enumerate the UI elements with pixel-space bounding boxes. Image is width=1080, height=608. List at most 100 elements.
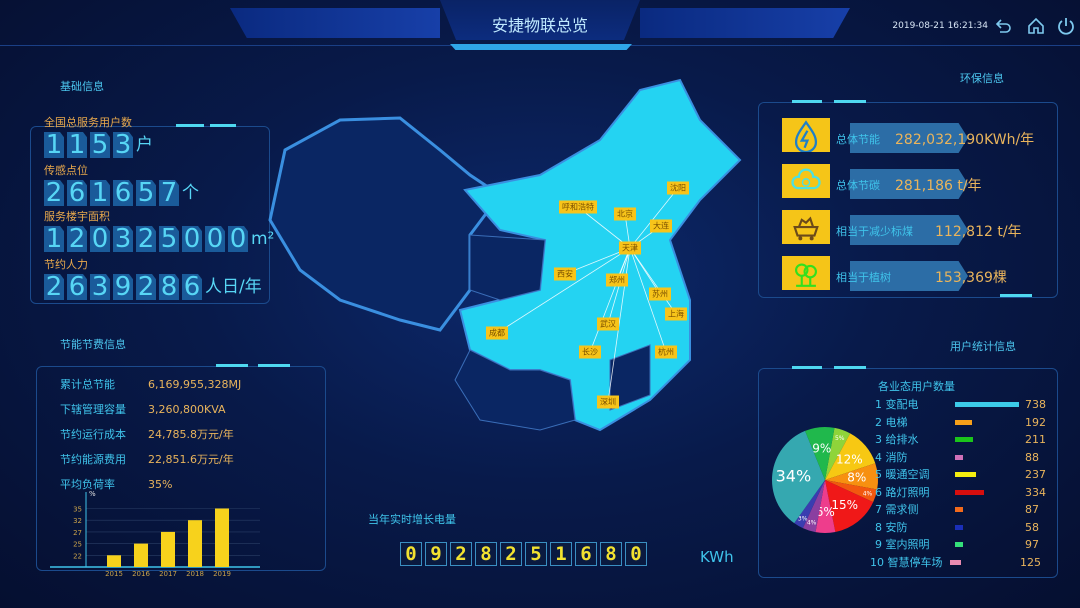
- bar-2017: [161, 531, 175, 567]
- pie-slice-label: 8%: [847, 471, 866, 485]
- map-region-dark-south: [454, 349, 576, 431]
- legend-bar: [955, 419, 972, 425]
- bar-2016: [134, 543, 148, 567]
- pie-slice: [802, 480, 825, 533]
- legend-label: 8 安防: [875, 520, 908, 534]
- digit-tile: 7: [159, 178, 179, 208]
- energy-row-label: 累计总节能: [60, 378, 115, 391]
- legend-bar: [955, 454, 963, 460]
- pie-slice-label: 3%: [798, 516, 808, 523]
- power-icon[interactable]: [1056, 16, 1076, 36]
- env-value-bar: [850, 215, 968, 245]
- x-tick-label: 2017: [159, 570, 177, 578]
- digit-tile: 0: [205, 224, 225, 254]
- pie-slice: [772, 430, 825, 524]
- legend-item: 3 给排水 211: [875, 433, 1055, 447]
- energy-row-value: 24,785.8万元/年: [148, 428, 234, 441]
- legend-label: 1 变配电: [875, 398, 919, 411]
- user-stats-title: 用户统计信息: [950, 340, 1016, 353]
- pie-slice: [825, 480, 878, 503]
- basic-item-unit: m²: [251, 229, 275, 249]
- pie-slice: [825, 427, 851, 480]
- env-info-frame: [758, 102, 1058, 298]
- energy-info-title: 节能节费信息: [60, 338, 126, 351]
- digit-tile: 2: [44, 272, 64, 302]
- user-stats-frame: [758, 368, 1058, 578]
- digit-tile: 3: [90, 272, 110, 302]
- pie-slice-label: 12%: [836, 453, 863, 467]
- city-label[interactable]: 沈阳: [667, 181, 689, 195]
- map-region-dark-east: [609, 344, 651, 411]
- city-label[interactable]: 成都: [486, 326, 508, 340]
- user-type-pie-chart: 5%12%8%4%15%6%4%3%34%9%: [772, 427, 878, 533]
- legend-bar: [955, 542, 964, 547]
- legend-item: 1 变配电 738: [875, 398, 1055, 412]
- y-tick-label: 32: [73, 517, 82, 525]
- env-icon-box: [782, 256, 830, 290]
- energy-row-value: 22,851.6万元/年: [148, 453, 234, 466]
- legend-item: 6 路灯照明 334: [875, 486, 1055, 500]
- legend-item: 9 室内照明 97: [875, 538, 1055, 552]
- digit-tile: 3: [113, 224, 133, 254]
- digit-tile: 6: [67, 272, 87, 302]
- legend-label: 9 室内照明: [875, 538, 930, 551]
- x-tick-label: 2019: [213, 570, 231, 578]
- pie-slice: [805, 427, 835, 480]
- city-label[interactable]: 郑州: [606, 273, 628, 287]
- digit-tile: 3: [113, 130, 133, 160]
- legend-value: 211: [1025, 433, 1046, 446]
- legend-label: 6 路灯照明: [875, 485, 930, 499]
- legend-label: 4 消防: [875, 450, 908, 464]
- env-value-bar: [850, 169, 968, 199]
- env-item-label: 总体节碳: [836, 179, 880, 192]
- city-label[interactable]: 深圳: [597, 395, 619, 409]
- pie-slice-label: 6%: [816, 505, 835, 519]
- user-stats-subtitle: 各业态用户数量: [878, 380, 955, 393]
- city-label[interactable]: 苏州: [649, 287, 671, 301]
- digit-tile: 5: [136, 178, 156, 208]
- env-item-label: 相当于减少标煤: [836, 225, 913, 238]
- digit-tile: 0: [90, 224, 110, 254]
- meter-digit: 5: [525, 542, 547, 566]
- pie-slice-label: 15%: [831, 498, 858, 512]
- decor-dash: [210, 124, 236, 127]
- carbon-cloud-icon: [791, 168, 821, 190]
- energy-row: 节约能源费用 22,851.6万元/年: [60, 451, 234, 467]
- route-line: [577, 206, 631, 249]
- city-label[interactable]: 西安: [554, 267, 576, 281]
- city-label[interactable]: 杭州: [655, 345, 677, 359]
- city-label[interactable]: 大连: [650, 219, 672, 233]
- pie-slice-label: 4%: [863, 490, 873, 497]
- home-icon[interactable]: [1026, 16, 1046, 36]
- env-item-label: 总体节能: [836, 133, 880, 146]
- energy-row: 累计总节能 6,169,955,328MJ: [60, 376, 241, 392]
- city-label[interactable]: 北京: [614, 207, 636, 221]
- legend-bar: [955, 472, 976, 477]
- city-label[interactable]: 呼和浩特: [559, 200, 597, 214]
- legend-value: 192: [1025, 415, 1046, 429]
- pie-slice-label: 5%: [835, 435, 845, 442]
- back-icon[interactable]: [994, 16, 1014, 36]
- energy-row: 下辖管理容量 3,260,800KVA: [60, 401, 226, 417]
- city-label[interactable]: 上海: [665, 307, 687, 321]
- city-label[interactable]: 天津: [619, 241, 641, 255]
- digit-tile: 2: [136, 224, 156, 254]
- legend-bar: [955, 507, 963, 512]
- china-map: [268, 78, 742, 432]
- city-label[interactable]: 武汉: [597, 317, 619, 331]
- digit-tile: 6: [67, 178, 87, 208]
- legend-item: 7 需求侧 87: [875, 503, 1055, 517]
- route-line: [629, 187, 679, 249]
- decor-dash: [1000, 294, 1032, 297]
- digit-tile: 1: [90, 178, 110, 208]
- city-label[interactable]: 长沙: [579, 345, 601, 359]
- legend-item: 4 消防 88: [875, 451, 1055, 465]
- digit-tile: 8: [159, 272, 179, 302]
- legend-label: 10 智慧停车场: [870, 555, 943, 569]
- meter-digit: 1: [550, 542, 572, 566]
- y-tick-label: 27: [73, 529, 82, 537]
- digit-tile: 6: [182, 272, 202, 302]
